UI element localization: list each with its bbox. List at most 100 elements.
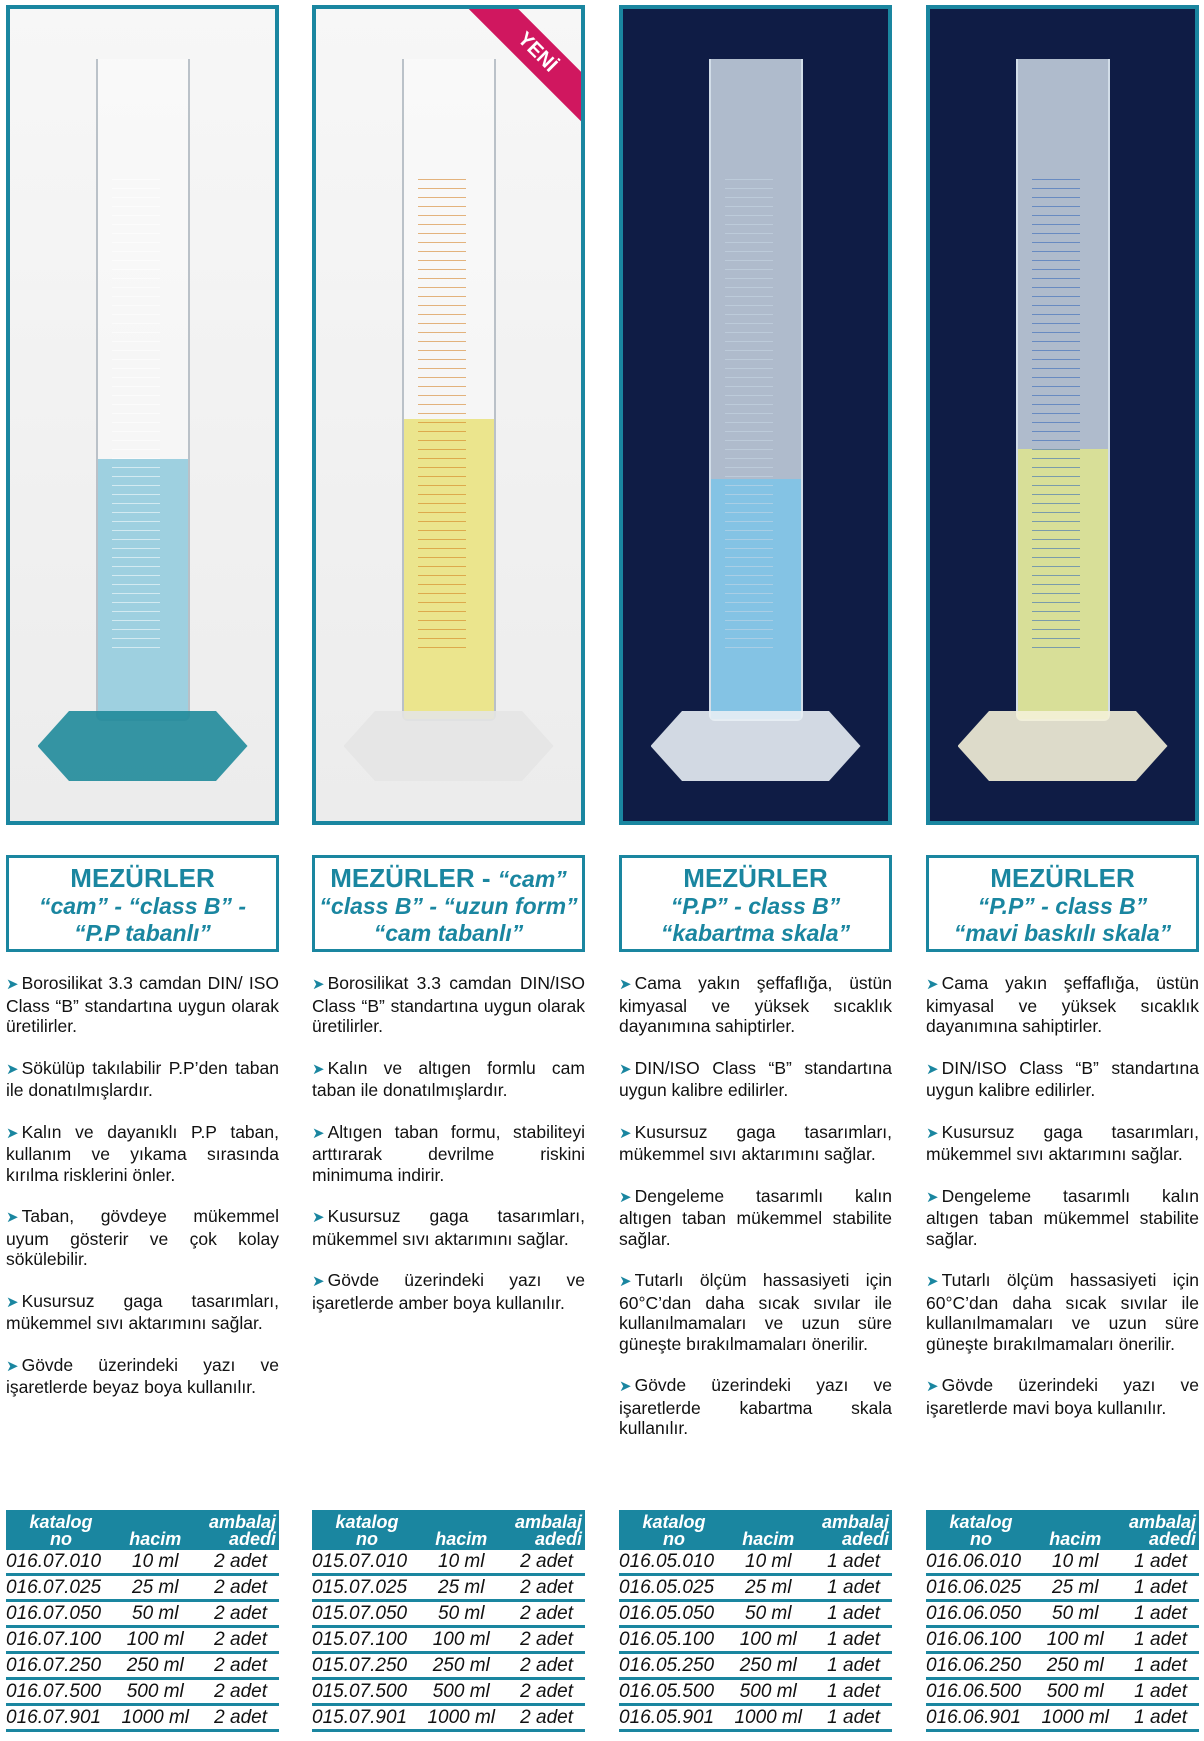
volume: 100 ml: [116, 1626, 195, 1654]
arrow-bullet-icon: ➤: [312, 1273, 325, 1290]
feature-text: Sökülüp takılabilir P.P’den taban ile do…: [6, 1057, 279, 1101]
arrow-bullet-icon: ➤: [6, 1209, 19, 1226]
header-ambalaj-adedi: ambalaj adedi: [500, 1510, 585, 1550]
feature-item: ➤ Kalın ve dayanıklı P.P taban, kullanım …: [6, 1122, 279, 1186]
volume: 500 ml: [1036, 1678, 1115, 1706]
table-row: 015.07.100 100 ml 2 adet: [312, 1626, 585, 1654]
feature-text: DIN/ISO Class “B” standartına uygun kali…: [926, 1057, 1199, 1101]
feature-item: ➤ Dengeleme tasarımlı kalın altıgen taban…: [619, 1186, 892, 1250]
header-katalog-no: katalog no: [6, 1510, 117, 1550]
arrow-bullet-icon: ➤: [926, 976, 939, 993]
table-row: 015.07.500 500 ml 2 adet: [312, 1678, 585, 1706]
table-row: 015.07.050 50 ml 2 adet: [312, 1600, 585, 1628]
product-title: MEZÜRLER: [9, 864, 276, 893]
volume: 100 ml: [1036, 1626, 1115, 1654]
cylinder-base: [343, 711, 554, 781]
feature-item: ➤ Kusursuz gaga tasarımları, mükemmel sıv…: [312, 1206, 585, 1249]
package-qty: 2 adet: [194, 1574, 279, 1602]
product-photo: [926, 5, 1199, 825]
catalog-no: 016.07.100: [6, 1626, 117, 1654]
title-suffix: “cam”: [497, 866, 567, 892]
feature-item: ➤ Tutarlı ölçüm hassasiyeti için 60°C’dan…: [619, 1270, 892, 1354]
volume: 25 ml: [422, 1574, 501, 1602]
feature-item: ➤ Kusursuz gaga tasarımları, mükemmel sıv…: [6, 1291, 279, 1334]
volume: 25 ml: [729, 1574, 808, 1602]
table-header: katalog no hacim ambalaj adedi: [6, 1510, 279, 1550]
catalog-no: 015.07.025: [312, 1574, 423, 1602]
catalog-no: 016.06.010: [926, 1550, 1037, 1576]
catalog-no: 016.06.500: [926, 1678, 1037, 1706]
product-photo: YENİ: [312, 5, 585, 825]
feature-text: Borosilikat 3.3 camdan DIN/ ISO Class “B…: [6, 973, 279, 1036]
volume: 100 ml: [422, 1626, 501, 1654]
catalog-table: katalog no hacim ambalaj adedi 016.06.010 …: [926, 1510, 1199, 1732]
feature-item: ➤ Gövde üzerindeki yazı ve işaretlerde am…: [312, 1270, 585, 1313]
package-qty: 1 adet: [807, 1626, 892, 1654]
product-title-box: MEZÜRLER “cam” - “class B” - “P.P tabanlı…: [6, 855, 279, 952]
catalog-no: 015.07.010: [312, 1550, 423, 1576]
catalog-no: 016.05.010: [619, 1550, 730, 1576]
feature-text: Cama yakın şeffaflığa, üstün kimyasal ve…: [619, 973, 892, 1036]
feature-text: Gövde üzerindeki yazı ve işaretlerde amb…: [312, 1270, 585, 1313]
arrow-bullet-icon: ➤: [312, 976, 325, 993]
package-qty: 1 adet: [1114, 1652, 1199, 1680]
volume: 250 ml: [422, 1652, 501, 1680]
volume: 500 ml: [729, 1678, 808, 1706]
feature-item: ➤ Gövde üzerindeki yazı ve işaretlerde ma…: [926, 1375, 1199, 1418]
package-qty: 2 adet: [500, 1678, 585, 1706]
feature-text: Altıgen taban formu, stabiliteyi arttıra…: [312, 1121, 585, 1185]
package-qty: 1 adet: [807, 1550, 892, 1576]
table-row: 016.06.100 100 ml 1 adet: [926, 1626, 1199, 1654]
feature-item: ➤ Borosilikat 3.3 camdan DIN/ ISO Class “…: [6, 973, 279, 1037]
arrow-bullet-icon: ➤: [926, 1124, 939, 1142]
product-title-box: MEZÜRLER “P.P” - class B” “kabartma skala…: [619, 855, 892, 952]
arrow-bullet-icon: ➤: [6, 976, 19, 993]
title-text: MEZÜRLER: [70, 863, 215, 893]
catalog-no: 015.07.050: [312, 1600, 423, 1628]
feature-item: ➤ Kusursuz gaga tasarımları, mükemmel sıv…: [926, 1122, 1199, 1165]
arrow-bullet-icon: ➤: [619, 1060, 632, 1078]
feature-text: Kalın ve dayanıklı P.P taban, kullanım v…: [6, 1121, 279, 1185]
arrow-bullet-icon: ➤: [619, 1188, 632, 1206]
volume: 500 ml: [116, 1678, 195, 1706]
graduation-scale: [111, 179, 160, 649]
table-row: 015.07.010 10 ml 2 adet: [312, 1550, 585, 1576]
catalog-no: 016.05.500: [619, 1678, 730, 1706]
feature-item: ➤ DIN/ISO Class “B” standartına uygun kal…: [926, 1058, 1199, 1101]
product-title: MEZÜRLER: [929, 864, 1196, 893]
table-row: 016.06.010 10 ml 1 adet: [926, 1550, 1199, 1576]
feature-item: ➤ Gövde üzerindeki yazı ve işaretlerde be…: [6, 1355, 279, 1398]
arrow-bullet-icon: ➤: [6, 1124, 19, 1142]
graduated-cylinder-image: [1015, 59, 1110, 721]
table-row: 016.05.025 25 ml 1 adet: [619, 1574, 892, 1602]
feature-text: Cama yakın şeffaflığa, üstün kimyasal ve…: [926, 973, 1199, 1036]
feature-item: ➤ Kusursuz gaga tasarımları, mükemmel sıv…: [619, 1122, 892, 1165]
product-subtitle: “cam tabanlı”: [373, 920, 524, 946]
table-row: 015.07.250 250 ml 2 adet: [312, 1652, 585, 1680]
table-row: 016.05.050 50 ml 1 adet: [619, 1600, 892, 1628]
product-subtitle: “P.P” - class B”: [670, 893, 841, 919]
arrow-bullet-icon: ➤: [926, 1273, 939, 1290]
feature-item: ➤ Sökülüp takılabilir P.P’den taban ile d…: [6, 1058, 279, 1101]
package-qty: 1 adet: [1114, 1704, 1199, 1732]
arrow-bullet-icon: ➤: [6, 1357, 19, 1375]
graduated-cylinder-image: [401, 59, 496, 721]
cylinder-base: [37, 711, 248, 781]
package-qty: 1 adet: [807, 1704, 892, 1732]
product-title-box: MEZÜRLER “P.P” - class B” “mavi baskılı s…: [926, 855, 1199, 952]
table-row: 016.06.901 1000 ml 1 adet: [926, 1704, 1199, 1732]
volume: 50 ml: [422, 1600, 501, 1628]
product-subtitle: “class B” - “uzun form”: [319, 893, 578, 919]
package-qty: 2 adet: [194, 1626, 279, 1654]
feature-item: ➤ Kalın ve altıgen formlu cam taban ile d…: [312, 1058, 585, 1101]
feature-text: Dengeleme tasarımlı kalın altıgen taban …: [619, 1185, 892, 1249]
new-badge: YENİ: [461, 9, 581, 129]
feature-list: ➤ Borosilikat 3.3 camdan DIN/ ISO Class “…: [6, 973, 279, 1419]
header-hacim: hacim: [729, 1510, 808, 1550]
feature-text: Tutarlı ölçüm hassasiyeti için 60°C’dan …: [926, 1270, 1199, 1354]
table-header: katalog no hacim ambalaj adedi: [926, 1510, 1199, 1550]
catalog-table: katalog no hacim ambalaj adedi 016.05.010 …: [619, 1510, 892, 1732]
arrow-bullet-icon: ➤: [312, 1124, 325, 1142]
header-ambalaj-adedi: ambalaj adedi: [194, 1510, 279, 1550]
package-qty: 1 adet: [807, 1678, 892, 1706]
